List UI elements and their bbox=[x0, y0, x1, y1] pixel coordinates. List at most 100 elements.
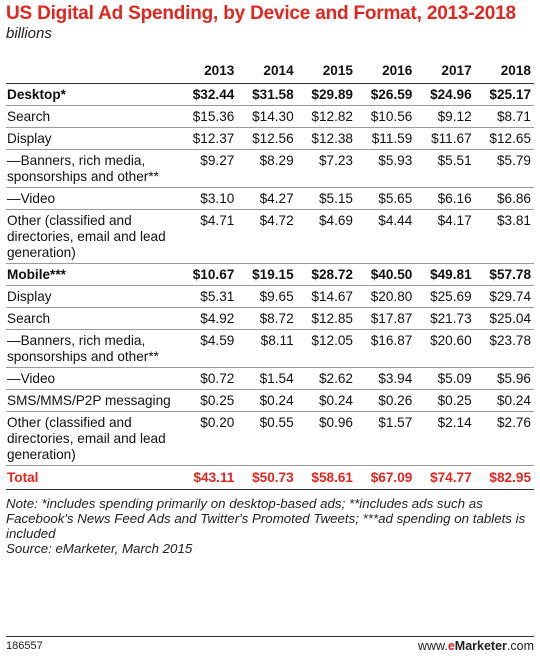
cell-value: $1.57 bbox=[355, 411, 416, 466]
column-header: 2015 bbox=[296, 55, 356, 84]
table-row: SMS/MMS/P2P messaging $0.25 $0.24 $0.24 $0.2… bbox=[6, 389, 534, 412]
column-header: 2013 bbox=[178, 55, 238, 84]
cell-value: $4.44 bbox=[355, 209, 416, 264]
cell-value: $2.62 bbox=[296, 367, 356, 390]
cell-value: $9.65 bbox=[237, 285, 297, 308]
cell-value: $15.36 bbox=[178, 105, 238, 128]
footer: 186557 www.eMarketer.com bbox=[6, 636, 534, 658]
row-label: Other (classified and directories, email… bbox=[6, 209, 178, 264]
chart-subtitle: billions bbox=[6, 25, 52, 42]
cell-value: $5.65 bbox=[355, 187, 416, 210]
row-label: Mobile*** bbox=[6, 263, 178, 286]
cell-value: $43.11 bbox=[178, 465, 238, 490]
cell-value: $8.29 bbox=[237, 149, 297, 188]
cell-value: $20.80 bbox=[355, 285, 416, 308]
cell-value: $31.58 bbox=[237, 83, 297, 106]
group-row: Mobile*** $10.67 $19.15 $28.72 $40.50 $49.81 $… bbox=[6, 263, 534, 286]
cell-value: $4.69 bbox=[296, 209, 356, 264]
cell-value: $8.11 bbox=[237, 329, 297, 368]
cell-value: $21.73 bbox=[415, 307, 475, 330]
chart-container: US Digital Ad Spending, by Device and Fo… bbox=[6, 4, 534, 556]
table-row: Search $15.36 $14.30 $12.82 $10.56 $9.12 $8.71 bbox=[6, 105, 534, 128]
cell-value: $29.74 bbox=[474, 285, 534, 308]
cell-value: $3.94 bbox=[355, 367, 416, 390]
cell-value: $12.82 bbox=[296, 105, 356, 128]
cell-value: $4.71 bbox=[178, 209, 238, 264]
cell-value: $50.73 bbox=[237, 465, 297, 490]
cell-value: $9.27 bbox=[178, 149, 238, 188]
cell-value: $0.20 bbox=[178, 411, 238, 466]
cell-value: $67.09 bbox=[355, 465, 416, 490]
cell-value: $14.30 bbox=[237, 105, 297, 128]
row-label: Search bbox=[6, 307, 178, 330]
cell-value: $32.44 bbox=[178, 83, 238, 106]
cell-value: $3.81 bbox=[474, 209, 534, 264]
cell-value: $5.15 bbox=[296, 187, 356, 210]
cell-value: $12.56 bbox=[237, 127, 297, 150]
chart-title: US Digital Ad Spending, by Device and Fo… bbox=[6, 3, 516, 24]
row-label: —Banners, rich media, sponsorships and o… bbox=[6, 329, 178, 368]
chart-id: 186557 bbox=[6, 640, 43, 652]
column-header: 2014 bbox=[237, 55, 297, 84]
footnote: Note: *includes spending primarily on de… bbox=[6, 496, 534, 556]
cell-value: $12.65 bbox=[474, 127, 534, 150]
cell-value: $9.12 bbox=[415, 105, 475, 128]
row-label: Display bbox=[6, 285, 178, 308]
cell-value: $29.89 bbox=[296, 83, 356, 106]
footer-divider bbox=[6, 636, 534, 637]
table-row: Display $5.31 $9.65 $14.67 $20.80 $25.69 $29.7… bbox=[6, 285, 534, 308]
group-row: Desktop* $32.44 $31.58 $29.89 $26.59 $24.96 $2… bbox=[6, 83, 534, 106]
cell-value: $10.56 bbox=[355, 105, 416, 128]
cell-value: $74.77 bbox=[415, 465, 475, 490]
cell-value: $4.59 bbox=[178, 329, 238, 368]
cell-value: $2.14 bbox=[415, 411, 475, 466]
cell-value: $12.05 bbox=[296, 329, 356, 368]
cell-value: $11.59 bbox=[355, 127, 416, 150]
brand-e: e bbox=[447, 639, 455, 653]
note-text: Note: *includes spending primarily on de… bbox=[6, 495, 526, 541]
cell-value: $0.24 bbox=[296, 389, 356, 412]
row-label: Total bbox=[6, 465, 178, 490]
row-label: Search bbox=[6, 105, 178, 128]
cell-value: $23.78 bbox=[474, 329, 534, 368]
table-row: Other (classified and directories, email… bbox=[6, 209, 534, 264]
row-label: Other (classified and directories, email… bbox=[6, 411, 178, 466]
table-row: Other (classified and directories, email… bbox=[6, 411, 534, 466]
cell-value: $0.26 bbox=[355, 389, 416, 412]
cell-value: $57.78 bbox=[474, 263, 534, 286]
cell-value: $10.67 bbox=[178, 263, 238, 286]
cell-value: $0.24 bbox=[474, 389, 534, 412]
cell-value: $0.25 bbox=[415, 389, 475, 412]
brand-suffix: .com bbox=[506, 639, 534, 653]
table-row: —Banners, rich media, sponsorships and o… bbox=[6, 149, 534, 188]
cell-value: $4.92 bbox=[178, 307, 238, 330]
cell-value: $0.55 bbox=[237, 411, 297, 466]
cell-value: $16.87 bbox=[355, 329, 416, 368]
total-row: Total $43.11 $50.73 $58.61 $67.09 $74.77 $82.9… bbox=[6, 465, 534, 490]
table-row: Display $12.37 $12.56 $12.38 $11.59 $11.67 $12… bbox=[6, 127, 534, 150]
cell-value: $0.72 bbox=[178, 367, 238, 390]
cell-value: $14.67 bbox=[296, 285, 356, 308]
cell-value: $3.10 bbox=[178, 187, 238, 210]
row-label: —Video bbox=[6, 187, 178, 210]
cell-value: $25.04 bbox=[474, 307, 534, 330]
column-header: 2017 bbox=[415, 55, 475, 84]
column-header: 2018 bbox=[474, 55, 534, 84]
cell-value: $6.86 bbox=[474, 187, 534, 210]
cell-value: $11.67 bbox=[415, 127, 475, 150]
cell-value: $0.25 bbox=[178, 389, 238, 412]
cell-value: $19.15 bbox=[237, 263, 297, 286]
source-text: Source: eMarketer, March 2015 bbox=[6, 540, 193, 556]
brand-link[interactable]: www.eMarketer.com bbox=[418, 639, 534, 653]
cell-value: $8.71 bbox=[474, 105, 534, 128]
cell-value: $5.51 bbox=[415, 149, 475, 188]
cell-value: $4.17 bbox=[415, 209, 475, 264]
cell-value: $12.38 bbox=[296, 127, 356, 150]
cell-value: $1.54 bbox=[237, 367, 297, 390]
cell-value: $5.93 bbox=[355, 149, 416, 188]
row-label: Desktop* bbox=[6, 83, 178, 106]
row-label: —Banners, rich media, sponsorships and o… bbox=[6, 149, 178, 188]
cell-value: $58.61 bbox=[296, 465, 356, 490]
cell-value: $82.95 bbox=[474, 465, 534, 490]
row-label: —Video bbox=[6, 367, 178, 390]
